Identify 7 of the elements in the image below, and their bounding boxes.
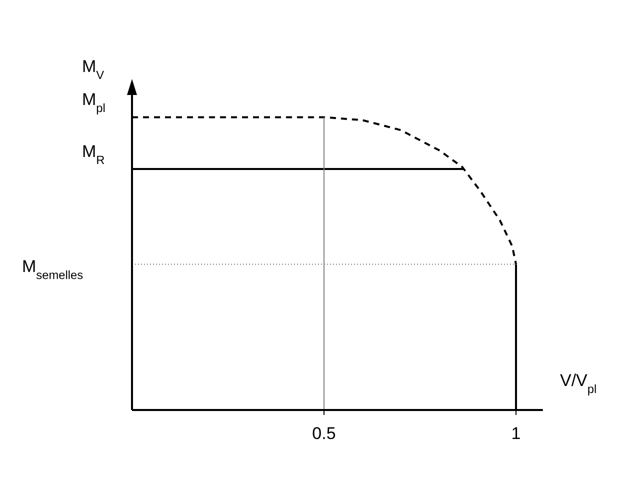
x-tick-label: 1 xyxy=(511,424,521,443)
x-tick-label: 0.5 xyxy=(312,424,336,443)
annotation: M$_{R}$ xyxy=(82,142,106,168)
ref-line-label: M$_{semelles}$ xyxy=(22,257,84,282)
x-axis-title: V/V$_{pl}$ xyxy=(560,371,597,396)
y-axis-title: M$_{V}$ xyxy=(82,57,104,82)
annotation: M$_{pl}$ xyxy=(82,90,106,116)
